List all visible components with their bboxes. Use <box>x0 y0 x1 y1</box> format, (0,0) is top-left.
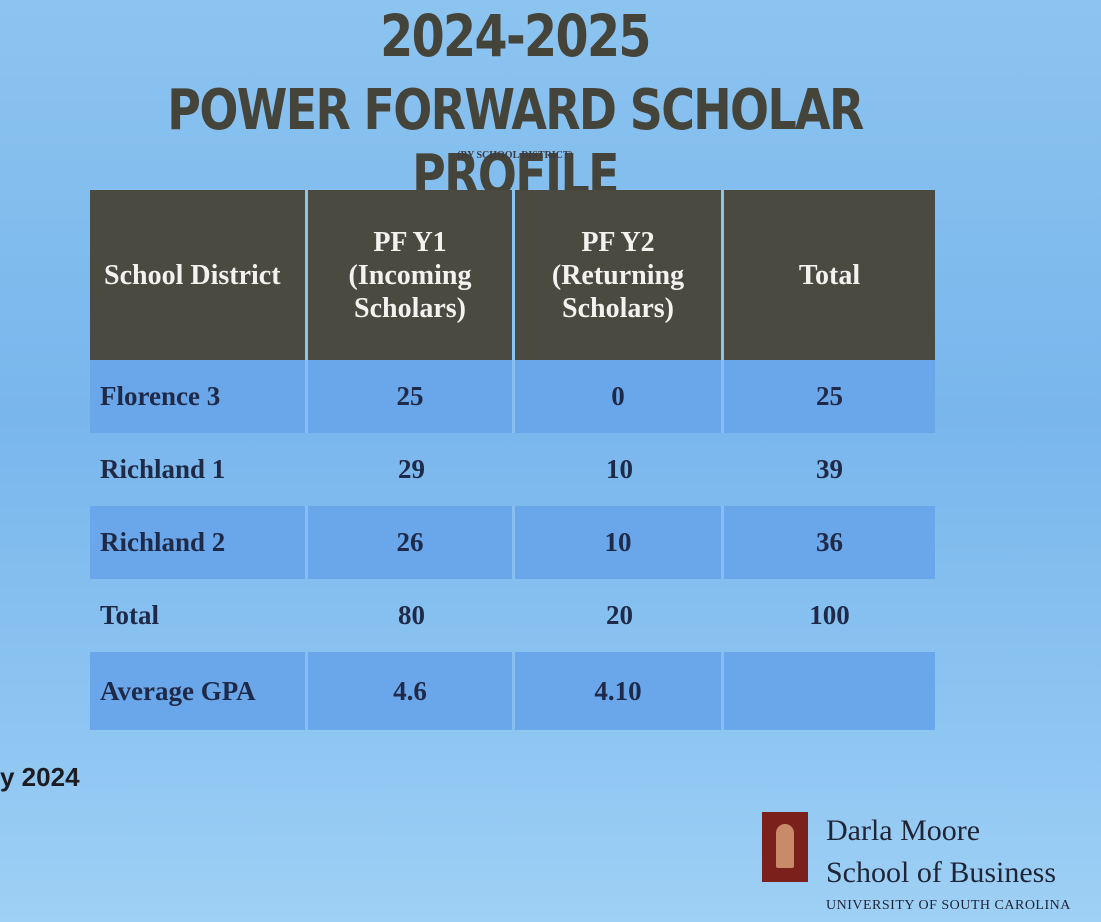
cell: Richland 1 <box>90 433 308 506</box>
header-text: PF Y1 <box>373 226 446 259</box>
title: POWER FORWARD SCHOLAR PROFILE <box>93 78 938 208</box>
header-text: (Returning <box>552 259 684 292</box>
cell: 20 <box>515 579 724 652</box>
cell: 36 <box>724 506 935 579</box>
cell: 25 <box>724 360 935 433</box>
header-text: Scholars) <box>354 292 466 325</box>
cell: Average GPA <box>90 652 308 730</box>
cell: 100 <box>724 579 935 652</box>
header-text: Total <box>799 259 860 292</box>
table-row: Florence 3 25 0 25 <box>90 360 935 433</box>
cell: Richland 2 <box>90 506 308 579</box>
table-row: Average GPA 4.6 4.10 <box>90 652 935 730</box>
date-fragment: y 2024 <box>0 762 80 793</box>
header-text: PF Y2 <box>581 226 654 259</box>
header-cell: Total <box>724 190 935 360</box>
title-year: 2024-2025 <box>93 2 938 70</box>
cell: 29 <box>308 433 515 506</box>
cell: Florence 3 <box>90 360 308 433</box>
cell: 0 <box>515 360 724 433</box>
cell: 25 <box>308 360 515 433</box>
cell: Total <box>90 579 308 652</box>
cell: 80 <box>308 579 515 652</box>
slide: 2024-2025 POWER FORWARD SCHOLAR PROFILE … <box>0 0 1101 922</box>
cell: 10 <box>515 506 724 579</box>
table-row: Richland 1 29 10 39 <box>90 433 935 506</box>
table-row: Richland 2 26 10 36 <box>90 506 935 579</box>
cell: 4.10 <box>515 652 724 730</box>
subtitle: (BY SCHOOL DISTRICT) <box>0 150 1030 161</box>
header-text: School District <box>104 259 281 292</box>
logo-text: Darla Moore <box>826 814 980 848</box>
cell: 39 <box>724 433 935 506</box>
header-text: (Incoming <box>349 259 472 292</box>
table-row: Total 80 20 100 <box>90 579 935 652</box>
cell: 26 <box>308 506 515 579</box>
cell <box>724 652 935 730</box>
header-text: Scholars) <box>562 292 674 325</box>
cell: 10 <box>515 433 724 506</box>
logo-icon <box>762 812 808 882</box>
logo-text: School of Business <box>826 856 1056 890</box>
logo-subtext: UNIVERSITY OF SOUTH CAROLINA <box>826 898 1071 914</box>
cell: 4.6 <box>308 652 515 730</box>
header-cell: School District <box>90 190 308 360</box>
